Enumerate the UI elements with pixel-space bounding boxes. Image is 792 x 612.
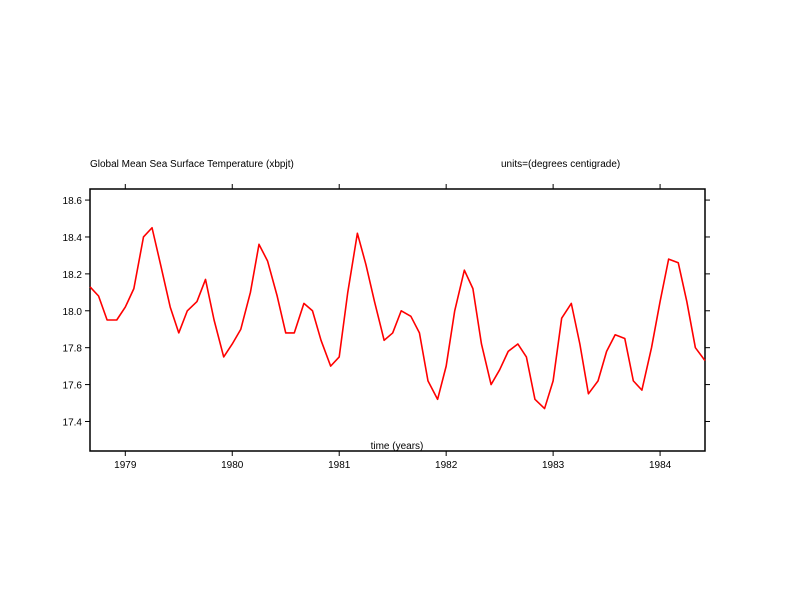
y-tick-label: 18.2 [63,270,83,281]
sst-series-line [89,226,706,410]
series-group [89,226,706,410]
units-label: units=(degrees centigrade) [501,159,620,170]
y-axis-ticks: 17.4 17.6 17.8 18.0 18.2 18.4 18.6 [63,196,710,428]
y-tick-label: 18.4 [63,233,83,244]
x-tick-label: 1980 [221,460,244,471]
x-tick-label: 1981 [328,460,351,471]
chart-title: Global Mean Sea Surface Temperature (xbp… [90,159,294,170]
x-axis-ticks: 1979 1980 1981 1982 1983 1984 [114,184,672,471]
y-tick-label: 18.0 [63,307,83,318]
x-tick-label: 1983 [542,460,565,471]
y-tick-label: 18.6 [63,196,83,207]
x-tick-label: 1984 [649,460,672,471]
plot-frame [89,188,706,452]
y-tick-label: 17.6 [63,381,83,392]
x-axis-label: time (years) [371,441,424,452]
x-tick-label: 1979 [114,460,137,471]
y-tick-label: 17.4 [63,417,83,428]
x-tick-label: 1982 [435,460,458,471]
y-tick-label: 17.8 [63,344,83,355]
